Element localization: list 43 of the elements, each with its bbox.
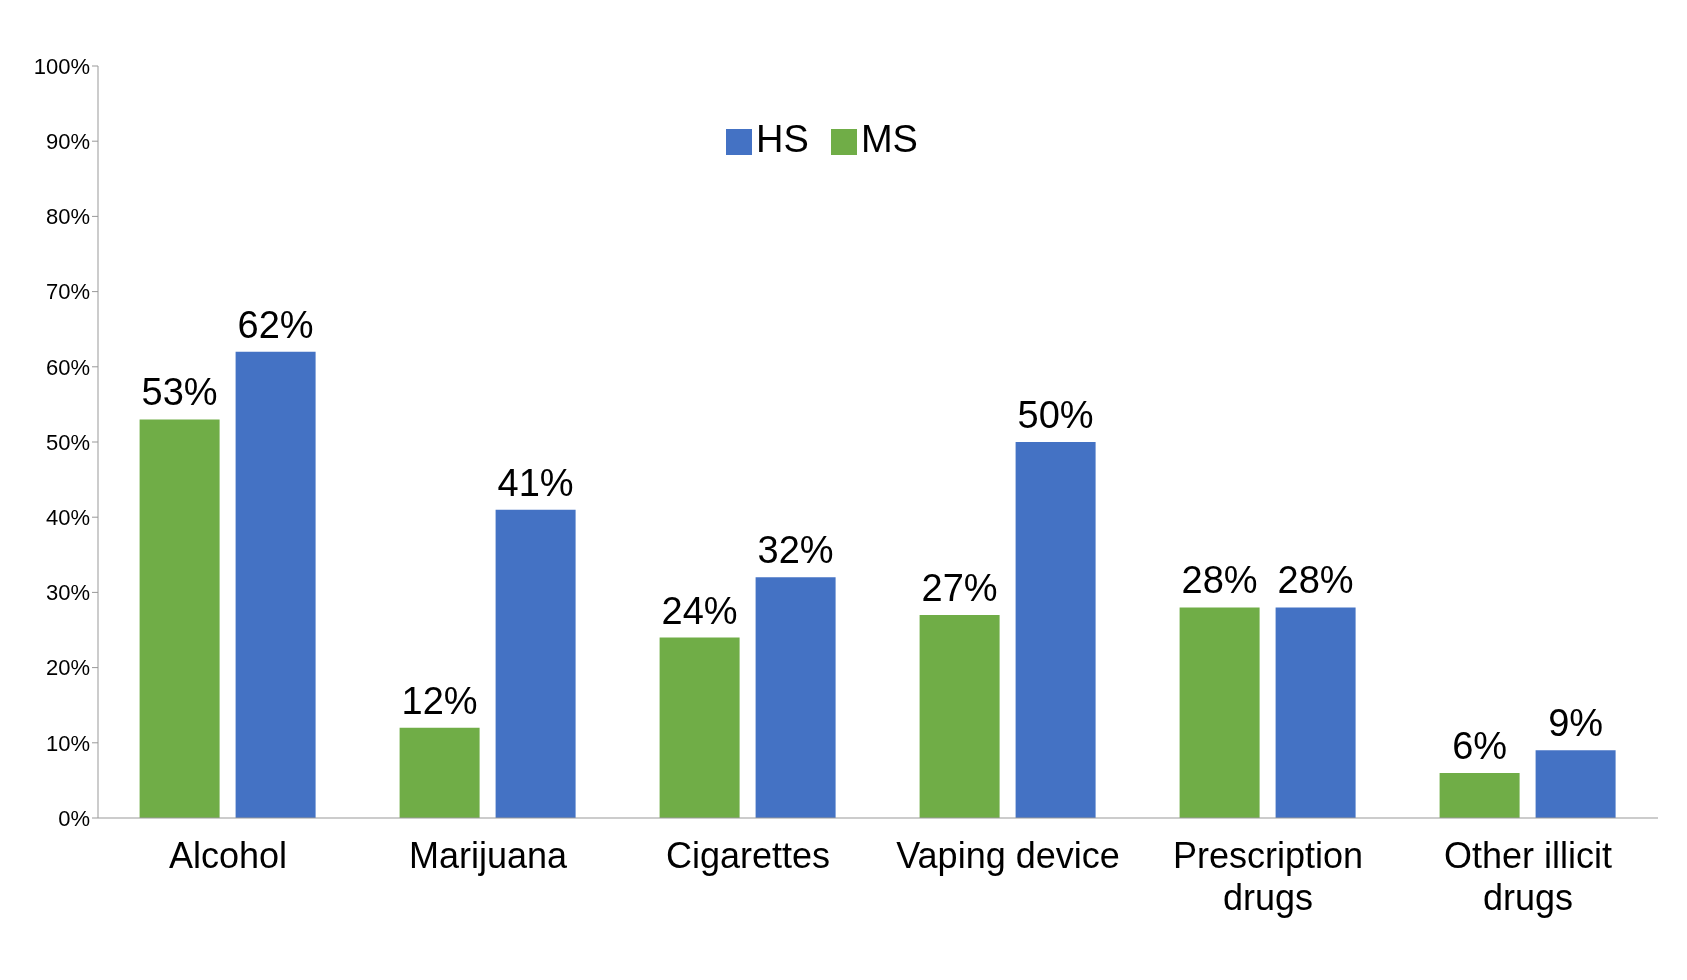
bar xyxy=(1015,442,1096,818)
data-label: 41% xyxy=(497,461,574,504)
data-label: 28% xyxy=(1277,559,1354,602)
x-tick-label: Cigarettes xyxy=(665,835,831,876)
data-label: 12% xyxy=(401,679,478,722)
y-tick-label: 100% xyxy=(33,53,90,79)
y-tick-label: 30% xyxy=(45,580,90,606)
bar xyxy=(1275,607,1356,818)
y-tick-label: 60% xyxy=(45,354,90,380)
bar xyxy=(919,614,1000,818)
legend-label: MS xyxy=(860,118,918,160)
bar xyxy=(235,351,316,818)
x-tick-label: Marijuana xyxy=(408,835,569,876)
data-label: 53% xyxy=(141,371,218,414)
y-tick-label: 40% xyxy=(45,505,90,531)
x-tick-label: Alcohol xyxy=(168,835,288,876)
data-label: 9% xyxy=(1548,702,1604,745)
bar xyxy=(1535,750,1616,818)
data-label: 28% xyxy=(1181,559,1258,602)
bar xyxy=(495,509,576,818)
x-tick-label: Vaping device xyxy=(896,835,1120,876)
y-tick-label: 90% xyxy=(45,129,90,155)
y-tick-label: 50% xyxy=(45,429,90,455)
y-tick-label: 0% xyxy=(58,805,90,831)
bar xyxy=(1439,772,1520,818)
bar xyxy=(755,577,836,818)
bar xyxy=(659,637,740,818)
y-tick-label: 10% xyxy=(45,730,90,756)
x-tick-label: Other illicit drugs xyxy=(1443,835,1613,918)
data-label: 27% xyxy=(921,566,998,609)
bar xyxy=(139,419,220,818)
bar xyxy=(1179,607,1260,818)
y-tick-label: 20% xyxy=(45,655,90,681)
legend-label: HS xyxy=(756,118,809,160)
bar xyxy=(399,727,480,818)
data-label: 24% xyxy=(661,589,738,632)
y-tick-label: 70% xyxy=(45,279,90,305)
data-label: 62% xyxy=(237,303,314,346)
data-label: 32% xyxy=(757,529,834,572)
y-tick-label: 80% xyxy=(45,204,90,230)
x-tick-label: Prescription drugs xyxy=(1172,835,1364,918)
data-label: 50% xyxy=(1017,394,1094,436)
data-label: 6% xyxy=(1452,724,1508,767)
